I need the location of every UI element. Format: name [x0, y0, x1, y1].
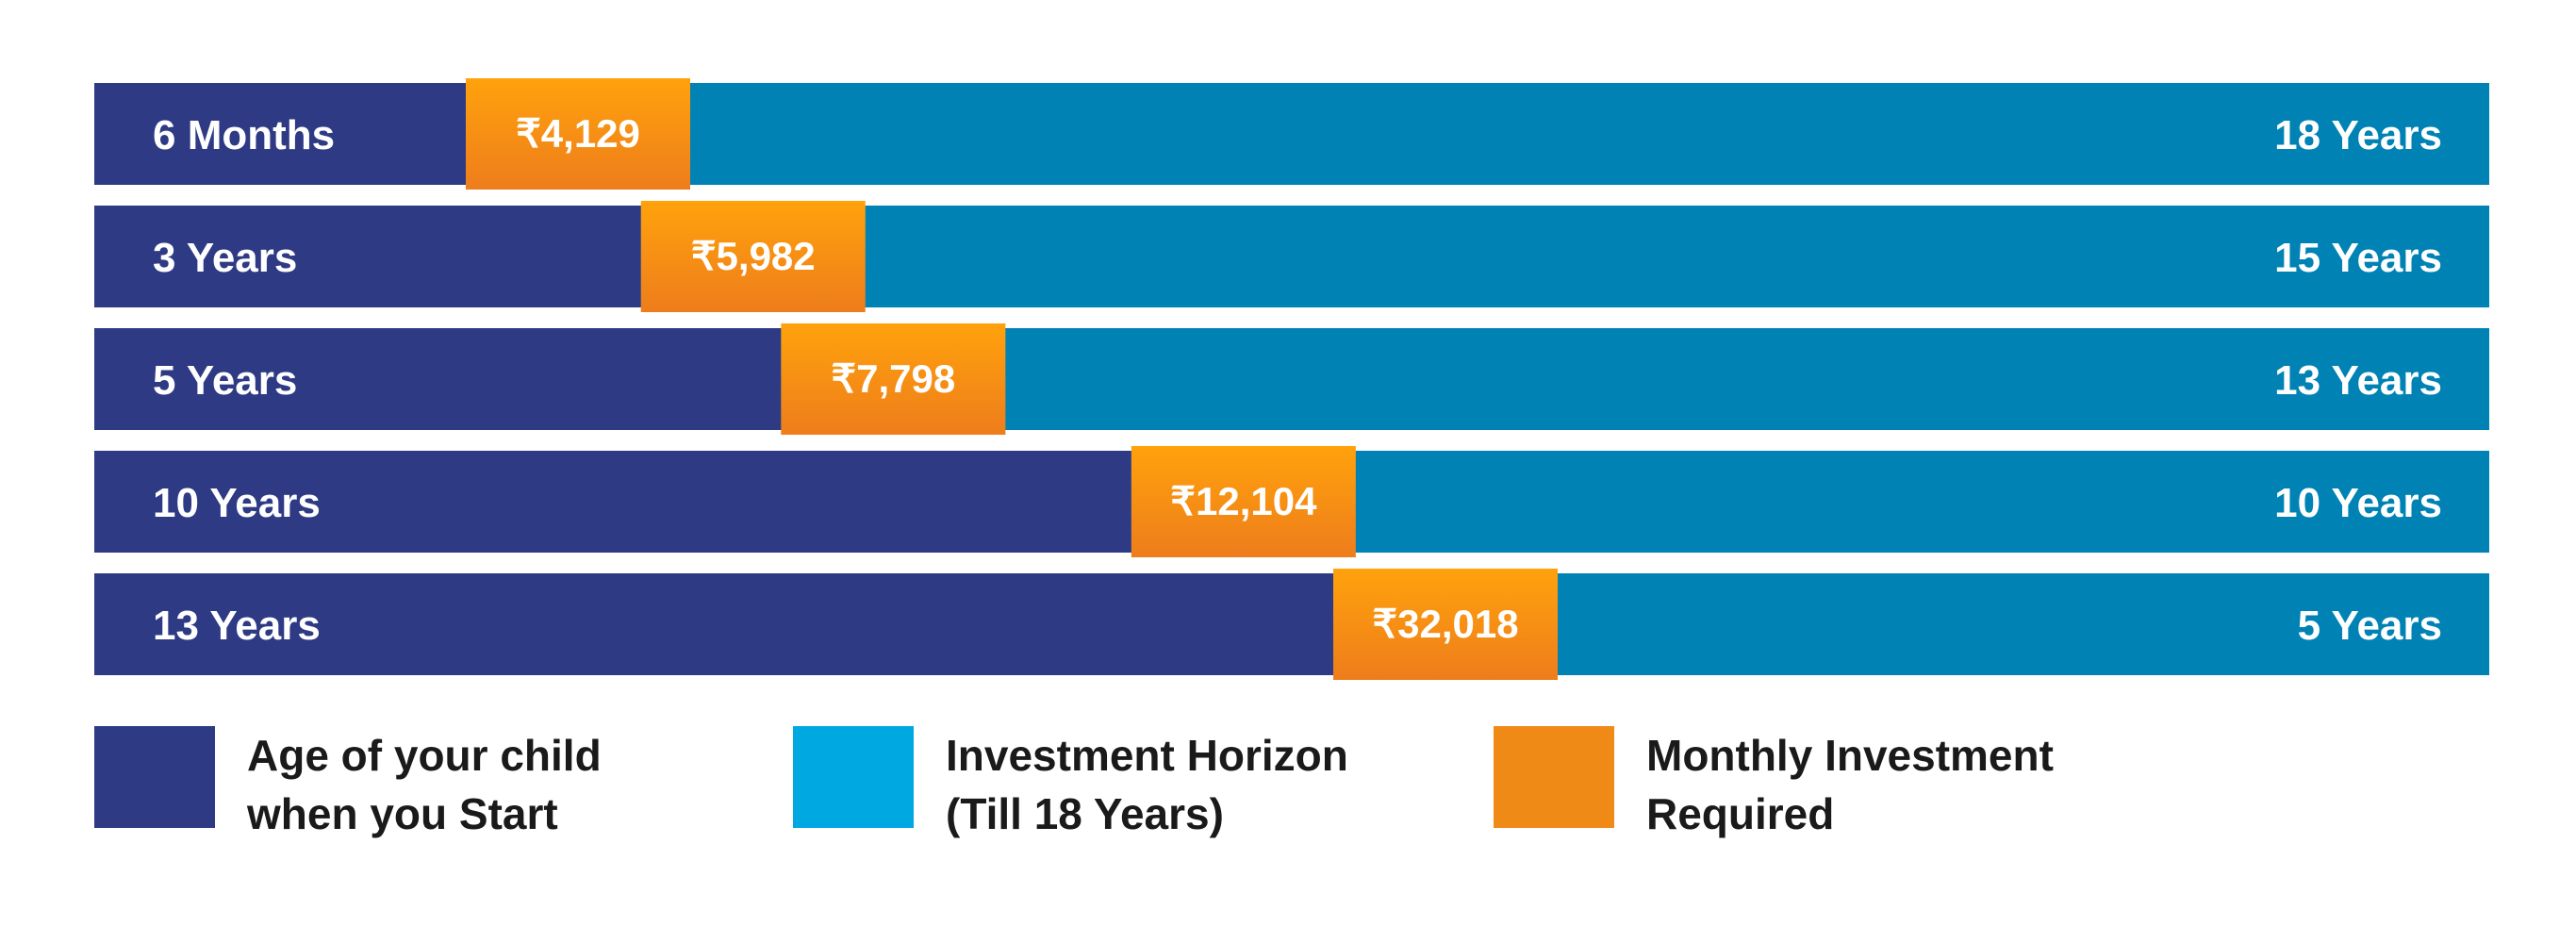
horizon-label-2: 13 Years	[2274, 357, 2442, 404]
age-label-3: 10 Years	[153, 480, 321, 526]
age-bar-3	[94, 451, 1131, 553]
monthly-investment-badge-4	[1333, 569, 1558, 680]
age-label-0: 6 Months	[153, 112, 335, 158]
horizon-label-3: 10 Years	[2274, 480, 2442, 526]
monthly-investment-label-2: ₹7,798	[831, 356, 955, 401]
monthly-investment-label-0: ₹4,129	[516, 111, 640, 156]
monthly-investment-badge-2	[781, 323, 1006, 435]
age-bar-2	[94, 328, 782, 430]
age-bar-1	[94, 206, 641, 307]
horizon-label-0: 18 Years	[2274, 112, 2442, 158]
legend-swatch-monthly-investment	[1494, 726, 1614, 828]
monthly-investment-label-1: ₹5,982	[691, 234, 816, 278]
age-label-2: 5 Years	[153, 357, 297, 404]
legend-label-monthly-investment: Monthly Investment Required	[1646, 731, 2054, 838]
legend-label-horizon: Investment Horizon (Till 18 Years)	[946, 731, 1348, 838]
horizon-label-4: 5 Years	[2298, 603, 2442, 649]
legend-label-age: Age of your child when you Start	[247, 731, 602, 838]
age-bar-4	[94, 573, 1333, 675]
monthly-investment-badge-3	[1131, 446, 1356, 557]
age-label-1: 3 Years	[153, 235, 297, 281]
legend-swatch-age	[94, 726, 215, 828]
age-label-4: 13 Years	[153, 603, 321, 649]
horizon-label-1: 15 Years	[2274, 235, 2442, 281]
monthly-investment-badge-0	[466, 78, 690, 190]
monthly-investment-label-4: ₹32,018	[1372, 602, 1518, 646]
monthly-investment-label-3: ₹12,104	[1170, 479, 1317, 523]
monthly-investment-badge-1	[640, 201, 866, 312]
legend-swatch-horizon	[793, 726, 914, 828]
age-bar-0	[94, 83, 466, 185]
